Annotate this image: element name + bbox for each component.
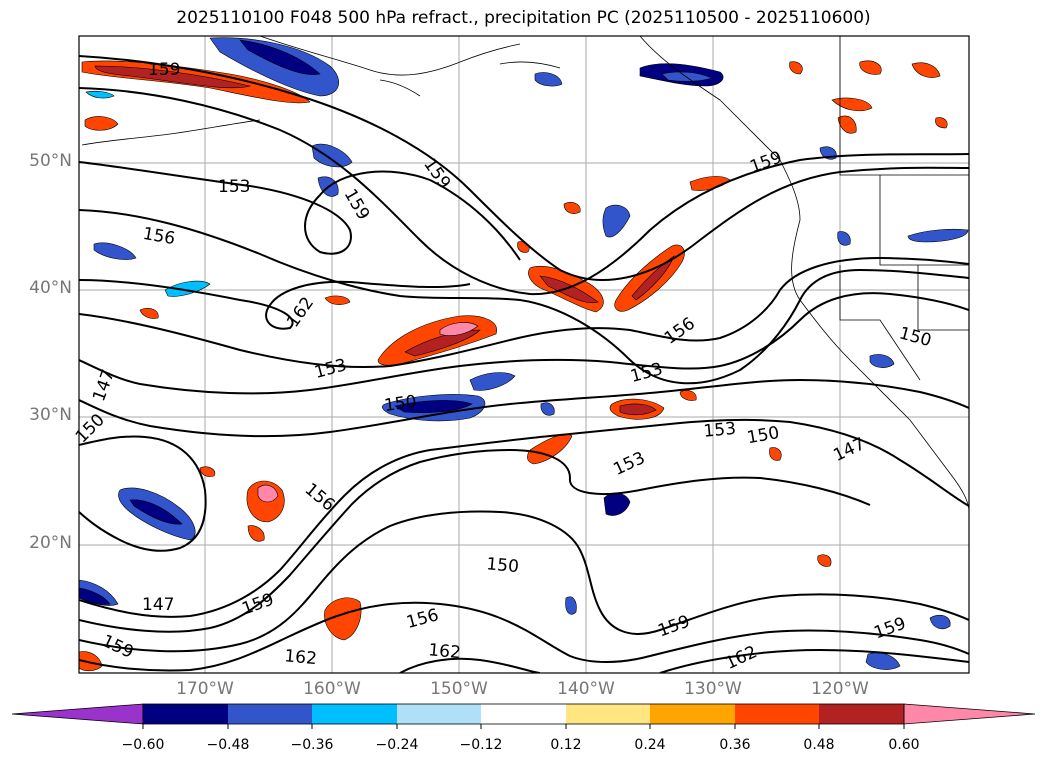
colorbar-extend-right (903, 703, 1036, 725)
lat-label: 20°N (29, 533, 72, 553)
colorbar-bin (397, 704, 481, 724)
colorbar-outline (142, 703, 905, 725)
coastline (81, 36, 969, 511)
contour-label: 150 (383, 392, 418, 416)
colorbar-tick-label: −0.36 (290, 737, 334, 753)
colorbar-bin (650, 704, 735, 724)
geopotential-contours (79, 55, 969, 673)
contour-label: 153 (703, 419, 737, 442)
colorbar-extend-left (11, 703, 144, 725)
colorbar-ticks (142, 724, 905, 729)
colorbar-bin (819, 704, 904, 724)
colorbar-bin (143, 704, 228, 724)
contour-label: 147 (142, 595, 174, 615)
colorbar-tick-label: 0.36 (719, 737, 751, 753)
lat-label: 50°N (29, 151, 72, 171)
lon-label: 170°W (176, 679, 234, 699)
lon-label: 150°W (430, 679, 488, 699)
lat-label: 40°N (29, 278, 72, 298)
lon-label: 160°W (303, 679, 361, 699)
colorbar-tick-label: −0.12 (459, 737, 503, 753)
contour-label: 153 (218, 177, 250, 197)
colorbar (11, 703, 1036, 729)
map-title: 2025110100 F048 500 hPa refract., precip… (176, 8, 871, 28)
contour-label: 162 (284, 646, 318, 669)
colorbar-bin (312, 704, 397, 724)
contour-label: 150 (486, 554, 520, 577)
lat-label: 30°N (29, 405, 72, 425)
colorbar-tick-label: −0.24 (375, 737, 419, 753)
precip-positive-areas (79, 60, 948, 672)
colorbar-tick-label: 0.24 (634, 737, 666, 753)
contour-label: 162 (428, 640, 462, 663)
lon-label: 120°W (811, 679, 869, 699)
colorbar-tick-label: 0.60 (888, 737, 920, 753)
colorbar-bin (735, 704, 819, 724)
colorbar-tick-label: 0.48 (803, 737, 835, 753)
colorbar-tick-label: −0.60 (121, 737, 165, 753)
lon-label: 130°W (684, 679, 742, 699)
precip-negative-areas (79, 37, 969, 670)
map-border (78, 35, 970, 674)
colorbar-bin (228, 704, 312, 724)
colorbar-bin (481, 704, 566, 724)
colorbar-tick-label: 0.12 (550, 737, 582, 753)
map-frame-bg (79, 36, 969, 673)
colorbar-bin (566, 704, 650, 724)
graticule (79, 36, 969, 673)
colorbar-tick-label: −0.48 (206, 737, 250, 753)
lon-label: 140°W (557, 679, 615, 699)
contour-label: 159 (148, 60, 180, 80)
